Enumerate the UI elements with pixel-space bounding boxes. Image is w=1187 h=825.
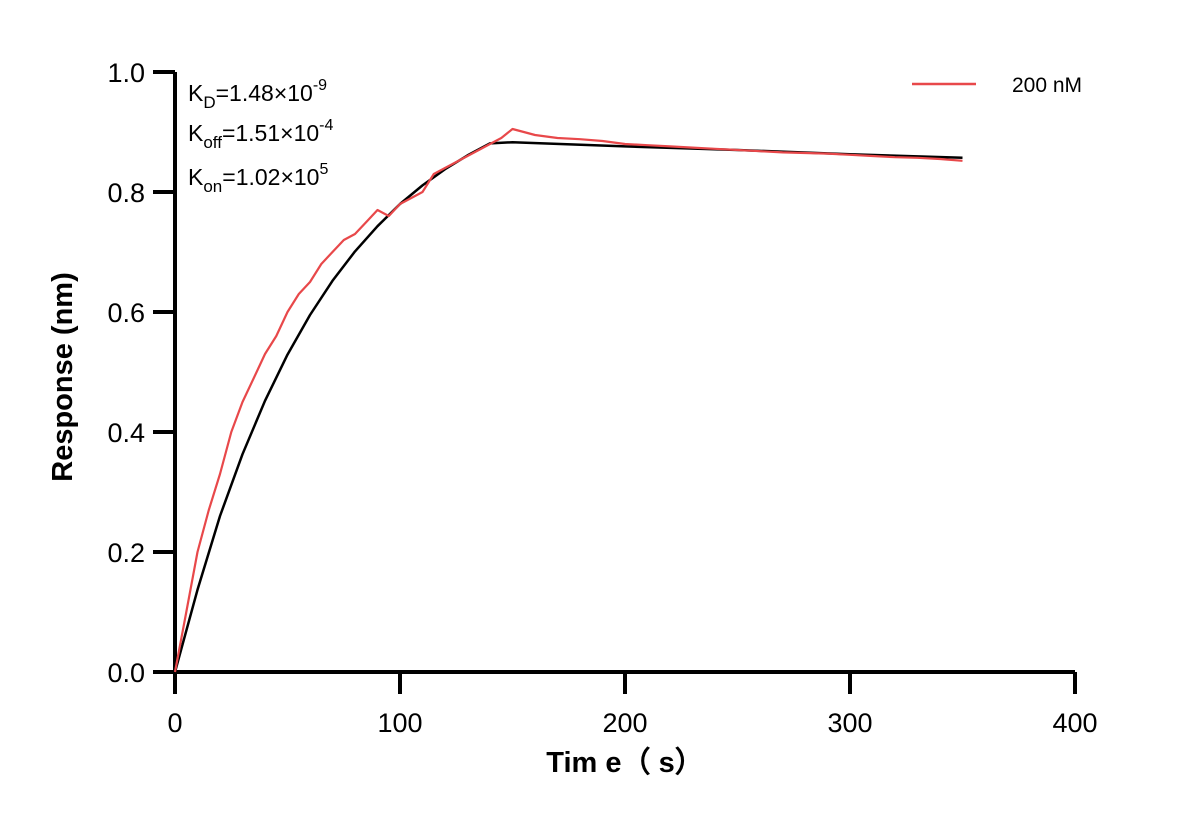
x-tick-label-2: 200	[602, 708, 647, 738]
y-axis-title: Response (nm)	[47, 272, 79, 481]
y-tick-label-3: 0.6	[107, 298, 145, 328]
x-tick-label-3: 300	[827, 708, 872, 738]
x-axis-title: Tim e（ s）	[546, 746, 703, 779]
plot-area	[173, 127, 963, 673]
annotation-d: KD=1.48×10-9	[188, 77, 327, 112]
x-ticks: 0 100 200 300 400	[167, 672, 1098, 738]
y-tick-label-1: 0.2	[107, 538, 145, 568]
kinetic-constants: KD=1.48×10-9 Koff=1.51×10-4 Kon=1.02×105	[188, 77, 333, 196]
x-tick-label-0: 0	[167, 708, 182, 738]
annotation-on: Kon=1.02×105	[188, 161, 328, 196]
legend-label-200nm: 200 nM	[1012, 74, 1082, 97]
y-tick-label-2: 0.4	[107, 418, 145, 448]
y-tick-label-5: 1.0	[107, 58, 145, 88]
series-line-200nm	[173, 127, 963, 673]
x-tick-label-1: 100	[377, 708, 422, 738]
y-ticks: 0.0 0.2 0.4 0.6 0.8 1.0	[107, 58, 175, 688]
axes: 0.0 0.2 0.4 0.6 0.8 1.0 0 100 200 300 400	[107, 58, 1097, 738]
y-tick-label-0: 0.0	[107, 658, 145, 688]
annotation-off: Koff=1.51×10-4	[188, 117, 333, 152]
fit-curve	[173, 140, 963, 673]
x-tick-label-4: 400	[1052, 708, 1097, 738]
legend: 200 nM	[912, 74, 1082, 97]
y-tick-label-4: 0.8	[107, 178, 145, 208]
